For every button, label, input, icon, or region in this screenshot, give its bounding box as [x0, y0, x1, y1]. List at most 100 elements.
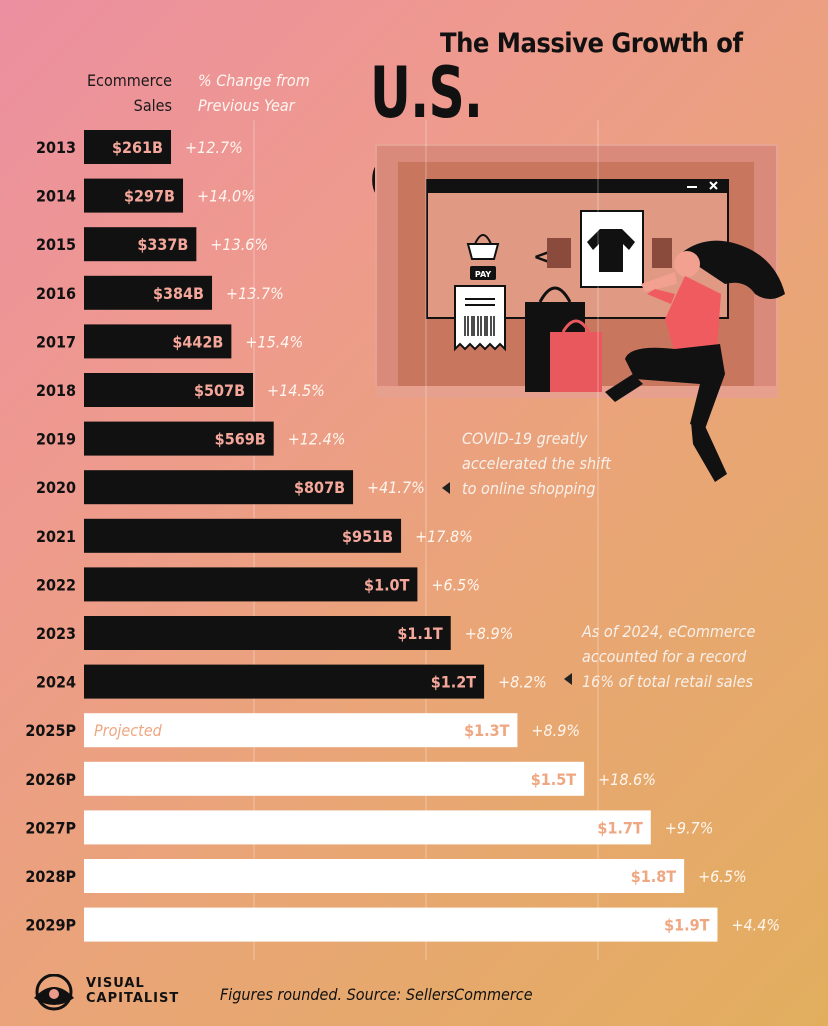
- change-label: +14.0%: [197, 187, 255, 206]
- covid-annotation-line2: accelerated the shift: [462, 454, 611, 473]
- change-label: +13.7%: [226, 284, 284, 303]
- retail-share-annotation-line2: accounted for a record: [582, 647, 747, 666]
- value-label: $951B: [342, 527, 393, 546]
- bar-2023: [84, 616, 451, 650]
- year-label: 2028P: [25, 867, 76, 886]
- year-label: 2022: [36, 575, 76, 594]
- covid-annotation-line3: to online shopping: [462, 479, 596, 498]
- visual-capitalist-logo-icon: [34, 974, 74, 1011]
- column-header-change-line1: % Change from: [198, 71, 310, 90]
- year-label: 2029P: [25, 916, 76, 935]
- value-label: $1.8T: [631, 867, 677, 886]
- change-label: +6.5%: [698, 867, 747, 886]
- change-label: +8.9%: [531, 721, 580, 740]
- bar-2029P: [84, 907, 718, 942]
- shopping-bag-icon: [525, 286, 602, 392]
- bar-2019: [84, 421, 274, 456]
- column-header-change-line2: Previous Year: [198, 96, 295, 115]
- window-close-icon: [709, 181, 718, 190]
- previous-thumbnail: [547, 238, 571, 268]
- brand-line2: CAPITALIST: [86, 991, 180, 1006]
- value-label: $297B: [124, 187, 175, 206]
- bar-row-2013: 2013 $261B +12.7%: [36, 130, 243, 164]
- value-label: $261B: [112, 138, 163, 157]
- retail-share-annotation-line1: As of 2024, eCommerce: [582, 622, 756, 641]
- bar-row-2016: 2016 $384B +13.7%: [36, 275, 284, 310]
- bar-2016: [84, 275, 213, 310]
- pay-button: [470, 266, 496, 280]
- year-label: 2023: [36, 624, 76, 643]
- value-label: $384B: [153, 284, 204, 303]
- bar-row-2015: 2015 $337B +13.6%: [36, 227, 268, 262]
- year-label: 2025P: [25, 721, 76, 740]
- brand-line1: VISUAL: [86, 976, 145, 991]
- previous-arrow-icon: <: [533, 245, 551, 270]
- shirt-icon: [587, 229, 635, 272]
- change-label: +8.2%: [498, 673, 547, 692]
- retail-share-arrow-icon: [564, 673, 572, 685]
- chart-title-top: The Massive Growth of: [440, 28, 743, 59]
- value-label: $807B: [294, 478, 345, 497]
- bar-row-2014: 2014 $297B +14.0%: [36, 178, 255, 213]
- bar-2018: [84, 373, 254, 407]
- bar-2024: [84, 664, 485, 699]
- year-label: 2013: [36, 138, 76, 157]
- value-label: $1.7T: [597, 818, 643, 837]
- retail-share-annotation-line3: 16% of total retail sales: [582, 672, 753, 691]
- bar-row-2019: 2019 $569B +12.4%: [36, 421, 346, 456]
- value-label: $1.2T: [431, 673, 477, 692]
- value-label: $337B: [137, 235, 188, 254]
- bar-row-2024: 2024 $1.2T +8.2%: [36, 664, 547, 699]
- year-label: 2014: [36, 187, 76, 206]
- bar-row-2020: 2020 $807B +41.7%: [36, 470, 425, 505]
- bar-2028P: [84, 859, 685, 893]
- shopping-basket-icon: [466, 234, 500, 260]
- change-label: +12.7%: [185, 138, 243, 157]
- visual-capitalist-logo-text: VISUAL CAPITALIST: [86, 976, 179, 1006]
- browser-titlebar: [426, 179, 729, 193]
- change-label: +12.4%: [288, 430, 346, 449]
- column-header-sales-line1: Ecommerce: [86, 71, 172, 90]
- change-label: +14.5%: [267, 381, 325, 400]
- year-label: 2016: [36, 284, 76, 303]
- next-thumbnail: [652, 238, 672, 268]
- year-label: 2024: [36, 673, 76, 692]
- bar-2014: [84, 178, 184, 213]
- change-label: +9.7%: [665, 818, 714, 837]
- year-label: 2027P: [25, 818, 76, 837]
- year-label: 2026P: [25, 770, 76, 789]
- bar-row-2029P: 2029P $1.9T +4.4%: [25, 907, 780, 942]
- covid-annotation-line1: COVID-19 greatly: [462, 429, 588, 448]
- projected-label: Projected: [94, 721, 163, 740]
- bar-2020: [84, 470, 354, 505]
- bar-row-2028P: 2028P $1.8T +6.5%: [25, 859, 747, 893]
- year-label: 2015: [36, 235, 76, 254]
- bar-row-2017: 2017 $442B +15.4%: [36, 324, 303, 359]
- year-label: 2017: [36, 332, 76, 351]
- bar-2017: [84, 324, 232, 359]
- change-label: +13.6%: [210, 235, 268, 254]
- change-label: +18.6%: [598, 770, 656, 789]
- year-label: 2020: [36, 478, 76, 497]
- covid-annotation: COVID-19 greatly accelerated the shift t…: [462, 426, 611, 501]
- column-header-change: % Change from Previous Year: [198, 68, 310, 118]
- change-label: +17.8%: [415, 527, 473, 546]
- bar-row-2027P: 2027P $1.7T +9.7%: [25, 810, 714, 845]
- value-label: $1.0T: [364, 575, 410, 594]
- value-label: $1.3T: [464, 721, 510, 740]
- change-label: +8.9%: [465, 624, 514, 643]
- bars-group: 2013 $261B +12.7% 2014 $297B +14.0% 2015 $337B +…: [25, 130, 780, 942]
- covid-arrow-icon: [442, 482, 450, 494]
- change-label: +15.4%: [245, 332, 303, 351]
- value-label: $442B: [172, 332, 223, 351]
- bar-2021: [84, 518, 402, 553]
- bar-2015: [84, 227, 197, 262]
- bar-row-2023: 2023 $1.1T +8.9%: [36, 616, 513, 650]
- pay-label: PAY: [475, 270, 492, 279]
- bar-row-2021: 2021 $951B +17.8%: [36, 518, 473, 553]
- year-label: 2019: [36, 430, 76, 449]
- bar-2026P: [84, 761, 585, 796]
- bar-2013: [84, 130, 172, 164]
- bar-row-2018: 2018 $507B +14.5%: [36, 373, 325, 407]
